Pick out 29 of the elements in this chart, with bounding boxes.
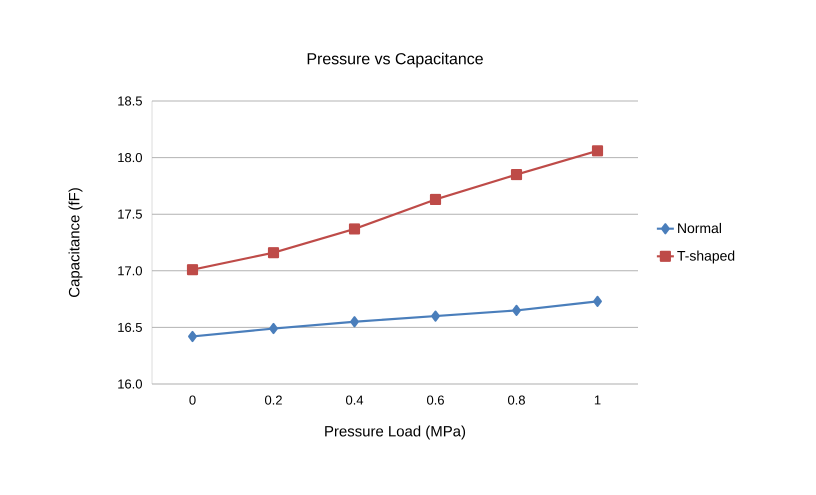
x-tick-label: 0.8 [508,396,525,405]
legend-label: Normal [678,222,721,234]
point [350,316,359,328]
x-tick-label: 0 [189,396,196,405]
point [431,310,440,322]
x-axis-title: Pressure Load (MPa) [325,426,466,440]
x-tick-label: 0.6 [427,396,444,405]
y-tick-label: 17.0 [118,266,142,276]
point [510,169,522,180]
y-tick-label: 18.0 [118,153,142,162]
legend-label: T-shaped [677,250,734,264]
point [512,304,521,316]
y-tick-label: 18.5 [118,96,142,106]
point [430,194,442,206]
x-tick-label: 1 [594,396,600,404]
point [268,247,280,258]
point [592,145,604,156]
point [593,296,602,307]
y-tick-label: 17.5 [118,210,142,219]
y-tick-label: 16.5 [118,322,142,332]
chart-title: Pressure vs Capacitance [308,52,483,68]
x-tick-label: 0.2 [265,396,282,405]
point [348,223,360,234]
point [188,330,197,342]
y-tick-label: 16.0 [118,379,142,389]
point [269,322,278,334]
x-tick-label: 0.4 [346,396,364,405]
point [186,264,198,276]
y-axis-title: Capacitance (fF) [68,188,82,297]
